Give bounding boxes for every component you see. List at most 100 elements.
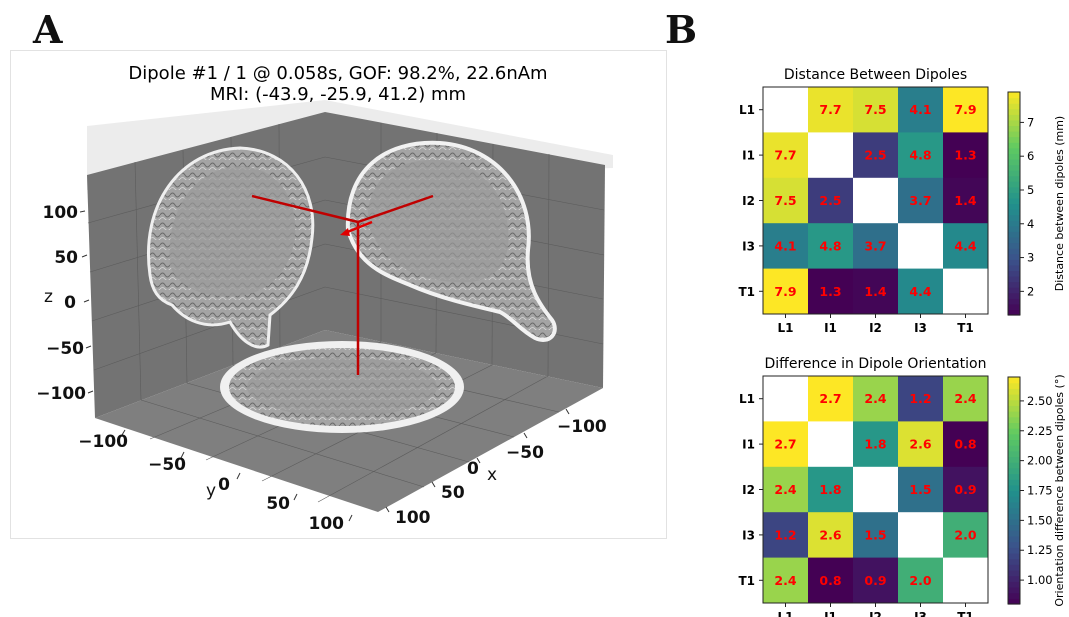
distance-colorbar-segment	[1008, 287, 1020, 294]
orientation-colorbar-tick-label: 1.00	[1027, 573, 1053, 587]
x-tick-label: 0	[467, 459, 479, 479]
orientation-colorbar-segment	[1008, 433, 1020, 441]
distance-colorbar-segment	[1008, 220, 1020, 227]
distance-colorbar-tick-label: 4	[1027, 217, 1034, 231]
orientation-colorbar-segment	[1008, 530, 1020, 537]
orientation-row-label: L1	[739, 392, 755, 406]
orientation-colorbar-segment	[1008, 496, 1020, 503]
distance-colorbar-segment	[1008, 175, 1020, 182]
orientation-cell-value: 2.7	[819, 391, 841, 406]
orientation-colorbar-segment	[1008, 439, 1020, 446]
z-tick-label: −100	[36, 384, 86, 404]
orientation-cell-value: 1.2	[774, 527, 796, 542]
orientation-row-label: I2	[742, 483, 755, 497]
distance-colorbar-segment	[1008, 281, 1020, 288]
orientation-cell-value: 1.2	[909, 391, 931, 406]
orientation-heatmap-cell	[808, 421, 854, 468]
orientation-cell-value: 2.4	[954, 391, 976, 406]
distance-colorbar-segment	[1008, 92, 1020, 99]
y-tick-label: 50	[266, 494, 290, 514]
distance-heatmap-cell	[943, 177, 989, 224]
distance-cell-value: 1.3	[819, 284, 841, 299]
orientation-heatmap-cell	[943, 376, 989, 422]
orientation-colorbar-tick-label: 1.75	[1027, 484, 1053, 498]
distance-colorbar-segment	[1008, 259, 1020, 266]
orientation-colorbar-segment	[1008, 382, 1020, 389]
orientation-heatmap-cell	[808, 557, 854, 604]
y-tick-label: 0	[218, 475, 230, 495]
orientation-colorbar-segment	[1008, 507, 1020, 514]
distance-heatmap-cell	[898, 87, 944, 133]
orientation-heatmap-cell	[898, 557, 944, 604]
distance-heatmap-title: Distance Between Dipoles	[784, 67, 967, 83]
distance-heatmap-cell	[943, 268, 989, 315]
orientation-colorbar-segment	[1008, 501, 1020, 509]
orientation-col-label: T1	[957, 610, 974, 617]
distance-heatmap-cell	[943, 132, 989, 179]
distance-heatmap-cell	[943, 223, 989, 270]
orientation-cell-value: 2.0	[954, 527, 976, 542]
panel-b-label: B	[665, 7, 698, 52]
distance-colorbar-segment	[1008, 214, 1020, 221]
orientation-colorbar-segment	[1008, 564, 1020, 571]
distance-colorbar-segment	[1008, 142, 1020, 149]
orientation-colorbar-tick-label: 2.00	[1027, 454, 1053, 468]
distance-row-label: I2	[742, 194, 755, 208]
distance-colorbar-segment	[1008, 209, 1020, 216]
orientation-colorbar-segment	[1008, 490, 1020, 497]
dipole-title-line1: Dipole #1 / 1 @ 0.058s, GOF: 98.2%, 22.6…	[128, 63, 547, 84]
distance-cell-value: 1.4	[954, 193, 976, 208]
z-axis-label: z	[44, 287, 53, 307]
orientation-colorbar-segment	[1008, 581, 1020, 588]
x-tick-label: −100	[557, 417, 607, 437]
distance-colorbar-segment	[1008, 248, 1020, 255]
orientation-colorbar-label: Orientation difference between dipoles (…	[1053, 374, 1066, 606]
z-tick-label: 50	[54, 248, 78, 268]
distance-row-label: L1	[739, 103, 755, 117]
orientation-row-label: I1	[742, 438, 755, 452]
distance-colorbar-tick-label: 7	[1027, 115, 1034, 129]
distance-colorbar-label: Distance between dipoles (mm)	[1053, 116, 1066, 291]
distance-col-label: T1	[957, 321, 974, 335]
distance-heatmap-cell	[808, 132, 854, 179]
distance-cell-value: 7.5	[774, 193, 796, 208]
distance-colorbar-segment	[1008, 153, 1020, 160]
distance-row-label: T1	[738, 285, 755, 299]
orientation-cell-value: 1.5	[864, 527, 886, 542]
orientation-colorbar-segment	[1008, 445, 1020, 452]
distance-cell-value: 3.7	[864, 238, 886, 253]
distance-colorbar-segment	[1008, 186, 1020, 193]
orientation-heatmap-cell	[943, 512, 989, 559]
x-axis-label: x	[487, 465, 497, 485]
distance-cell-value: 7.9	[774, 284, 796, 299]
distance-cell-value: 4.8	[909, 148, 931, 163]
orientation-cell-value: 1.5	[909, 482, 931, 497]
distance-cell-value: 7.7	[774, 148, 796, 163]
y-tick-label: 100	[309, 514, 345, 534]
distance-colorbar-segment	[1008, 298, 1020, 305]
distance-colorbar-segment	[1008, 236, 1020, 244]
distance-colorbar-segment	[1008, 147, 1020, 154]
distance-heatmap-cell	[943, 87, 989, 133]
orientation-heatmap-cell	[808, 376, 854, 422]
distance-cell-value: 2.5	[864, 148, 886, 163]
orientation-colorbar-segment	[1008, 450, 1020, 458]
orientation-colorbar-segment	[1008, 388, 1020, 395]
orientation-heatmap-cell	[853, 557, 899, 604]
orientation-col-label: I1	[824, 610, 837, 617]
orientation-heatmap-cell	[853, 512, 899, 559]
distance-heatmap-cell	[898, 268, 944, 315]
distance-heatmap-cell	[853, 223, 899, 270]
sagittal-mri-slice	[345, 140, 557, 342]
distance-colorbar-segment	[1008, 103, 1020, 110]
x-tick-label: 100	[395, 508, 431, 528]
distance-heatmap-cell	[898, 223, 944, 270]
x-tick-label: 50	[441, 483, 465, 503]
orientation-heatmap-cell	[763, 557, 809, 604]
distance-heatmap-cell	[808, 177, 854, 224]
distance-heatmap-cell	[898, 177, 944, 224]
distance-cell-value: 4.4	[954, 238, 976, 253]
distance-heatmap-cell	[853, 87, 899, 133]
distance-colorbar-segment	[1008, 303, 1020, 311]
y-tick-label: −100	[78, 432, 128, 452]
